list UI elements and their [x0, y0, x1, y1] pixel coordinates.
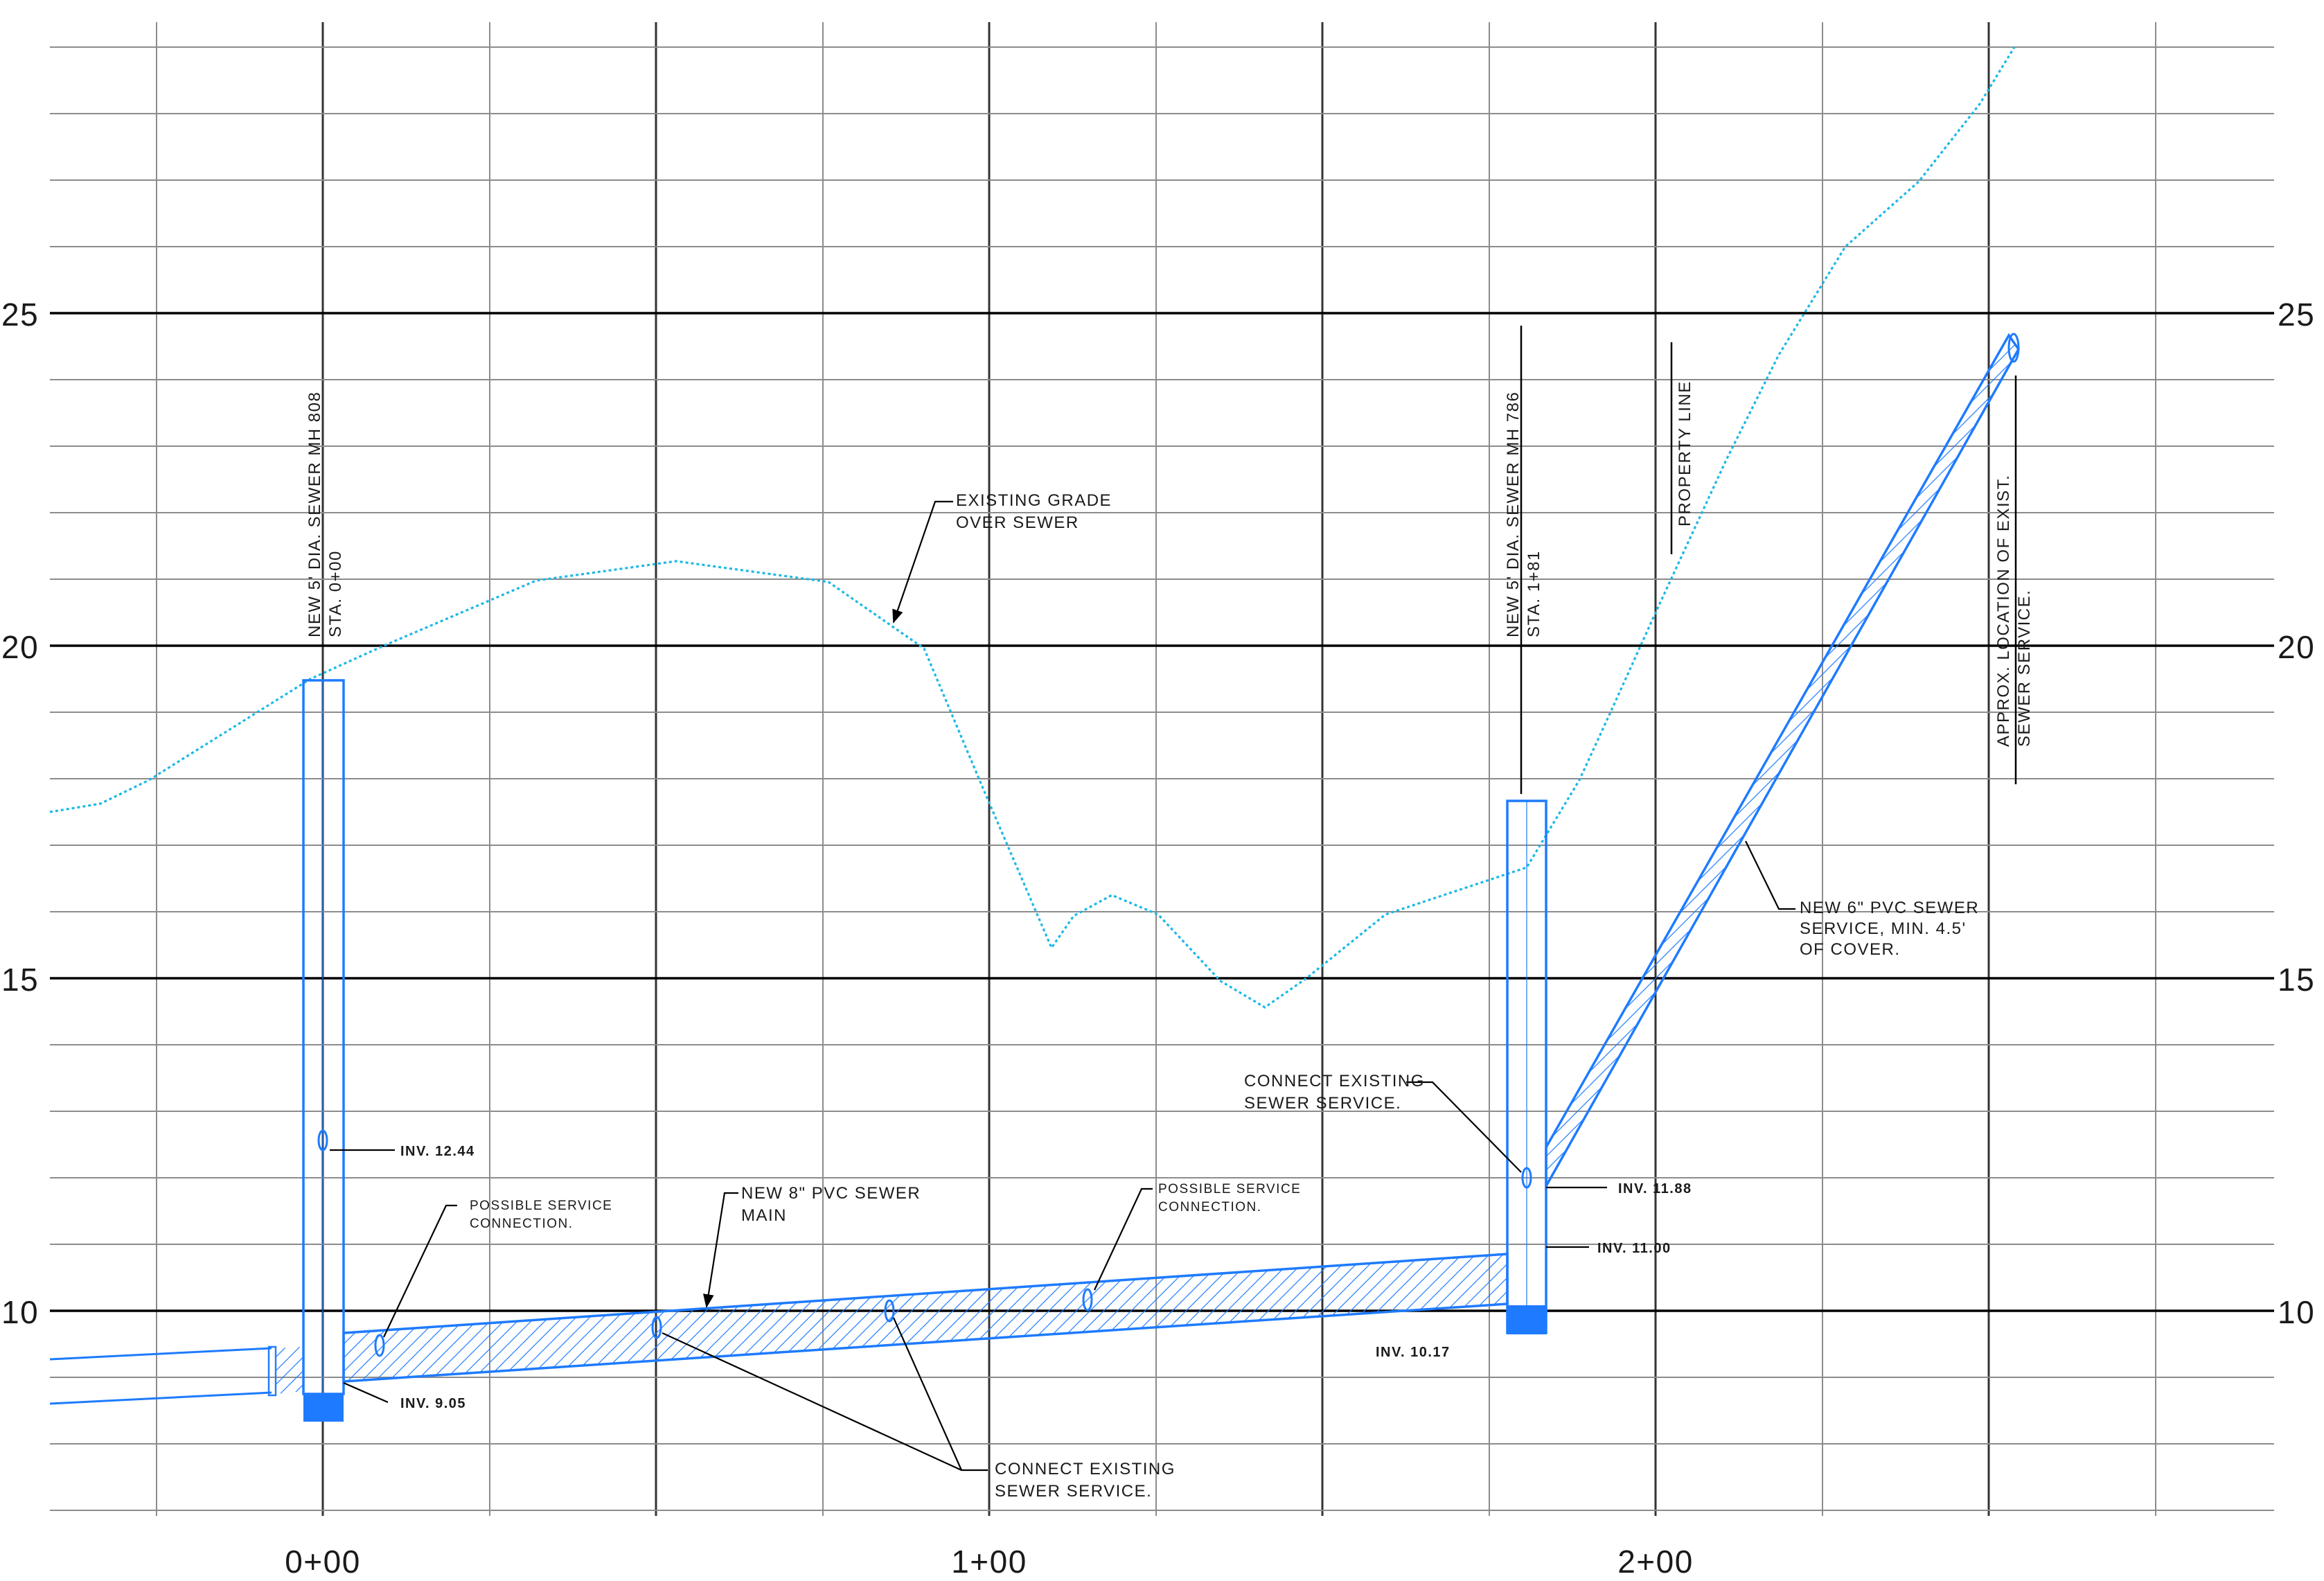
pipe-stub-ellipse — [1521, 1167, 1532, 1189]
existing-sewer-pipe — [49, 1345, 303, 1405]
mh786-station-label: STA. 1+81 — [1525, 550, 1543, 637]
pvc8-label-2: MAIN — [741, 1206, 787, 1225]
grade-label: EXISTING GRADE — [956, 491, 1112, 510]
mh808-label: NEW 5' DIA. SEWER MH 808 — [305, 391, 324, 637]
invert-label: INV. 10.17 — [1376, 1345, 1451, 1360]
existing-grade-line — [49, 46, 2016, 1009]
grid-horizontal-lines — [50, 46, 2274, 1511]
connect-existing-label: CONNECT EXISTING — [995, 1460, 1176, 1478]
service-connection-ellipse — [374, 1334, 385, 1357]
vertical-annotations: NEW 5' DIA. SEWER MH 808 STA. 0+00 NEW 5… — [305, 380, 2034, 747]
possible-service-label: POSSIBLE SERVICE — [470, 1199, 612, 1213]
property-line-label: PROPERTY LINE — [1676, 380, 1694, 527]
elevation-label: 20 — [2278, 629, 2315, 665]
service-connection-ellipse — [884, 1299, 895, 1323]
pvc6-label: NEW 6" PVC SEWER — [1800, 899, 1979, 917]
grid — [50, 22, 2274, 1516]
possible2-leader — [1094, 1187, 1153, 1291]
manhole-786 — [1506, 800, 1547, 1334]
pvc6-sewer-service — [1545, 333, 2021, 1191]
elevation-label: 15 — [1, 962, 39, 998]
elevation-label: 10 — [2278, 1294, 2315, 1330]
possible-service-label: POSSIBLE SERVICE — [1158, 1182, 1301, 1196]
grade-label-2: OVER SEWER — [956, 513, 1079, 532]
connect-existing-label-2: SEWER SERVICE. — [995, 1482, 1152, 1501]
pipe-stub-ellipse — [317, 1129, 328, 1151]
pvc6-label-2: SERVICE, MIN. 4.5' — [1800, 919, 1967, 938]
pvc6-label-3: OF COVER. — [1800, 940, 1901, 959]
annotations: EXISTING GRADE OVER SEWER NEW 6" PVC SEW… — [400, 491, 1979, 1501]
invert-label: INV. 9.05 — [400, 1396, 466, 1411]
pvc8-label: NEW 8" PVC SEWER — [741, 1184, 921, 1203]
pvc8-sewer-main — [342, 1253, 1509, 1383]
connect-existing-label-2: SEWER SERVICE. — [1244, 1094, 1401, 1113]
leaders — [330, 500, 1795, 1472]
manhole-808 — [302, 679, 345, 1422]
invert-label: INV. 12.44 — [400, 1144, 475, 1159]
manhole-786-base — [1507, 1305, 1546, 1334]
possible-service-label-2: CONNECTION. — [470, 1217, 574, 1231]
station-label: 1+00 — [951, 1544, 1027, 1580]
grade-leader — [892, 500, 953, 624]
service-end-ellipse — [2007, 333, 2020, 363]
service-connection-ellipse — [651, 1316, 662, 1339]
elevation-labels-right: 25 20 15 10 — [2278, 297, 2315, 1330]
elevation-label: 25 — [1, 297, 39, 333]
pvc6-leader — [1745, 840, 1795, 910]
mh808-station-label: STA. 0+00 — [326, 550, 345, 637]
grid-vertical-lines — [156, 22, 2156, 1516]
exist-service-label: APPROX. LOCATION OF EXIST. — [1994, 475, 2013, 747]
possible1-leader — [383, 1204, 457, 1338]
exist-service-label-2: SEWER SERVICE. — [2015, 590, 2034, 747]
elevation-label: 25 — [2278, 297, 2315, 333]
invert-label: INV. 11.00 — [1597, 1241, 1671, 1256]
station-labels: 0+00 1+00 2+00 — [285, 1544, 1694, 1580]
connect-bottom-leader-b — [892, 1317, 963, 1471]
reference-lines — [1520, 326, 2017, 794]
station-label: 0+00 — [285, 1544, 361, 1580]
elevation-label: 20 — [1, 629, 39, 665]
service-connection-ellipse — [1082, 1288, 1093, 1311]
elevation-label: 10 — [1, 1294, 39, 1330]
elevation-label: 15 — [2278, 962, 2315, 998]
invert-label: INV. 11.88 — [1618, 1181, 1692, 1196]
connect-existing-label: CONNECT EXISTING — [1244, 1072, 1425, 1090]
inv905-leader — [343, 1381, 389, 1404]
mh786-label: NEW 5' DIA. SEWER MH 786 — [1504, 391, 1523, 637]
manhole-808-base — [303, 1394, 344, 1422]
station-label: 2+00 — [1617, 1544, 1694, 1580]
connect-top-leader — [1406, 1081, 1522, 1173]
grid-station-lines — [321, 22, 1990, 1516]
possible-service-label-2: CONNECTION. — [1158, 1200, 1262, 1215]
elevation-labels-left: 25 20 15 10 — [1, 297, 39, 1330]
pvc8-leader — [702, 1192, 738, 1308]
